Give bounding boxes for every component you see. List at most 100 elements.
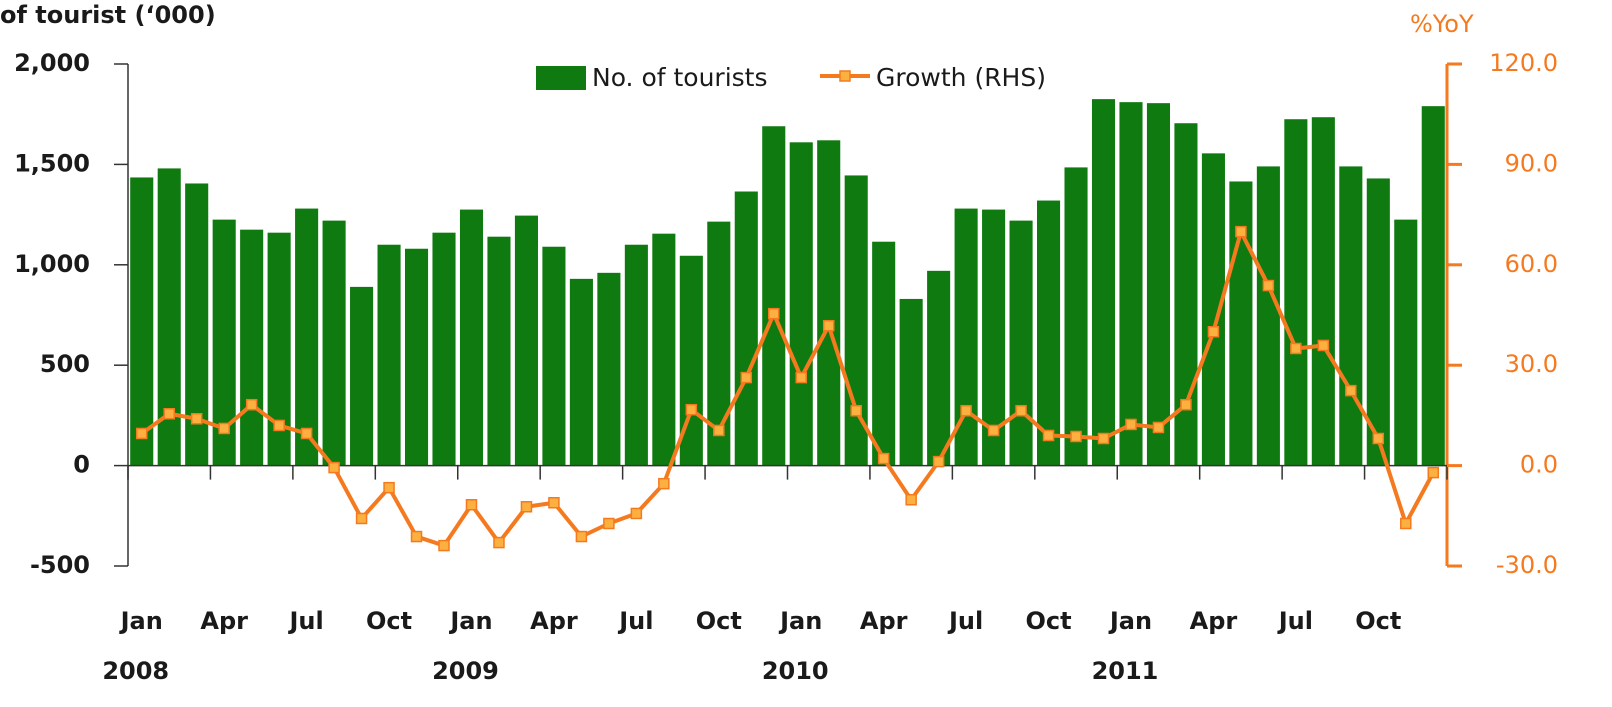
y2-tick-label: 60.0 — [1505, 250, 1558, 278]
year-label: 2009 — [432, 657, 499, 685]
growth-line — [140, 229, 1436, 548]
year-label: 2011 — [1092, 657, 1159, 685]
bar — [130, 177, 154, 466]
x-tick-label: Jan — [778, 607, 822, 635]
x-tick-label: Jul — [947, 607, 983, 635]
line-marker — [960, 404, 972, 417]
line-marker — [438, 539, 450, 552]
bar — [212, 219, 236, 466]
bar — [789, 142, 813, 466]
bar — [240, 229, 264, 466]
y-tick-label: 1,000 — [14, 250, 90, 278]
legend-label: No. of tourists — [592, 63, 768, 92]
line-marker — [383, 481, 395, 494]
x-tick-label: Oct — [1355, 607, 1401, 635]
bar — [1037, 200, 1061, 466]
bar — [157, 168, 181, 466]
y-tick-label: 1,500 — [14, 149, 90, 177]
line-marker — [135, 427, 148, 440]
bar — [597, 272, 621, 466]
x-tick-label: Jan — [1108, 607, 1152, 635]
line-marker — [1042, 429, 1055, 442]
line-marker — [300, 427, 313, 440]
x-tick-label: Jul — [617, 607, 653, 635]
bar — [569, 278, 593, 466]
year-label: 2010 — [762, 657, 829, 685]
bar — [1256, 166, 1280, 466]
bar — [514, 215, 538, 466]
line-marker — [1015, 404, 1027, 417]
line-marker — [1207, 325, 1220, 338]
line-marker — [1372, 432, 1385, 445]
x-tick-label: Apr — [860, 607, 908, 635]
bar — [817, 140, 841, 466]
bar — [377, 244, 401, 466]
line-marker — [795, 371, 807, 384]
line-marker — [1290, 342, 1302, 355]
line-marker — [1097, 432, 1110, 445]
bar — [1366, 178, 1390, 466]
line-marker — [905, 493, 917, 506]
bar — [432, 232, 456, 466]
line-marker — [1317, 339, 1330, 352]
line-marker — [740, 371, 753, 384]
bar — [1421, 106, 1445, 466]
y-tick-label: 500 — [40, 350, 90, 378]
line-marker — [1427, 466, 1440, 479]
bar — [487, 236, 511, 466]
bar — [1394, 219, 1418, 466]
legend-swatch-marker — [839, 70, 851, 82]
bar — [267, 232, 291, 466]
line-marker — [410, 530, 423, 543]
x-tick-label: Jan — [119, 607, 163, 635]
line-marker — [685, 403, 698, 416]
bar — [459, 209, 484, 466]
x-tick-label: Apr — [1190, 607, 1238, 635]
y2-axis-label: %YoY — [1410, 10, 1474, 38]
line-marker — [190, 412, 203, 425]
bar — [1311, 117, 1335, 466]
y-tick-label: 2,000 — [14, 49, 90, 77]
bar — [734, 191, 758, 466]
bar — [872, 241, 896, 466]
bar — [185, 183, 209, 466]
bar — [1229, 181, 1253, 466]
line-marker — [1235, 225, 1247, 238]
line-marker — [575, 530, 588, 543]
bar — [1064, 167, 1088, 466]
line-marker — [493, 536, 505, 549]
legend-label: Growth (RHS) — [876, 63, 1046, 92]
line-marker — [355, 512, 368, 525]
bar — [295, 208, 319, 466]
y-tick-label: 0 — [73, 451, 90, 479]
bar — [322, 220, 346, 466]
year-label: 2008 — [102, 657, 169, 685]
x-tick-label: Jul — [1277, 607, 1313, 635]
bar — [899, 298, 923, 466]
line-marker — [163, 407, 175, 420]
line-marker — [1262, 279, 1275, 292]
y2-tick-label: 0.0 — [1520, 451, 1558, 479]
x-tick-label: Jan — [448, 607, 492, 635]
bar — [350, 286, 374, 466]
line-marker — [603, 517, 615, 530]
bar — [1091, 99, 1116, 466]
bar — [1174, 123, 1198, 466]
bar — [624, 244, 648, 466]
y2-tick-label: 90.0 — [1505, 149, 1558, 177]
line-marker — [630, 507, 643, 520]
y-tick-label: -500 — [30, 551, 90, 579]
line-marker — [218, 422, 230, 435]
line-marker — [658, 477, 670, 490]
y2-tick-label: 120.0 — [1489, 49, 1558, 77]
x-tick-label: Oct — [1025, 607, 1071, 635]
x-tick-label: Apr — [530, 607, 578, 635]
line-marker — [713, 424, 725, 437]
line-marker — [273, 419, 285, 432]
line-marker — [328, 461, 340, 474]
x-tick-label: Oct — [366, 607, 412, 635]
x-tick-label: Apr — [200, 607, 248, 635]
line-marker — [768, 307, 780, 320]
y2-tick-label: 30.0 — [1505, 350, 1558, 378]
